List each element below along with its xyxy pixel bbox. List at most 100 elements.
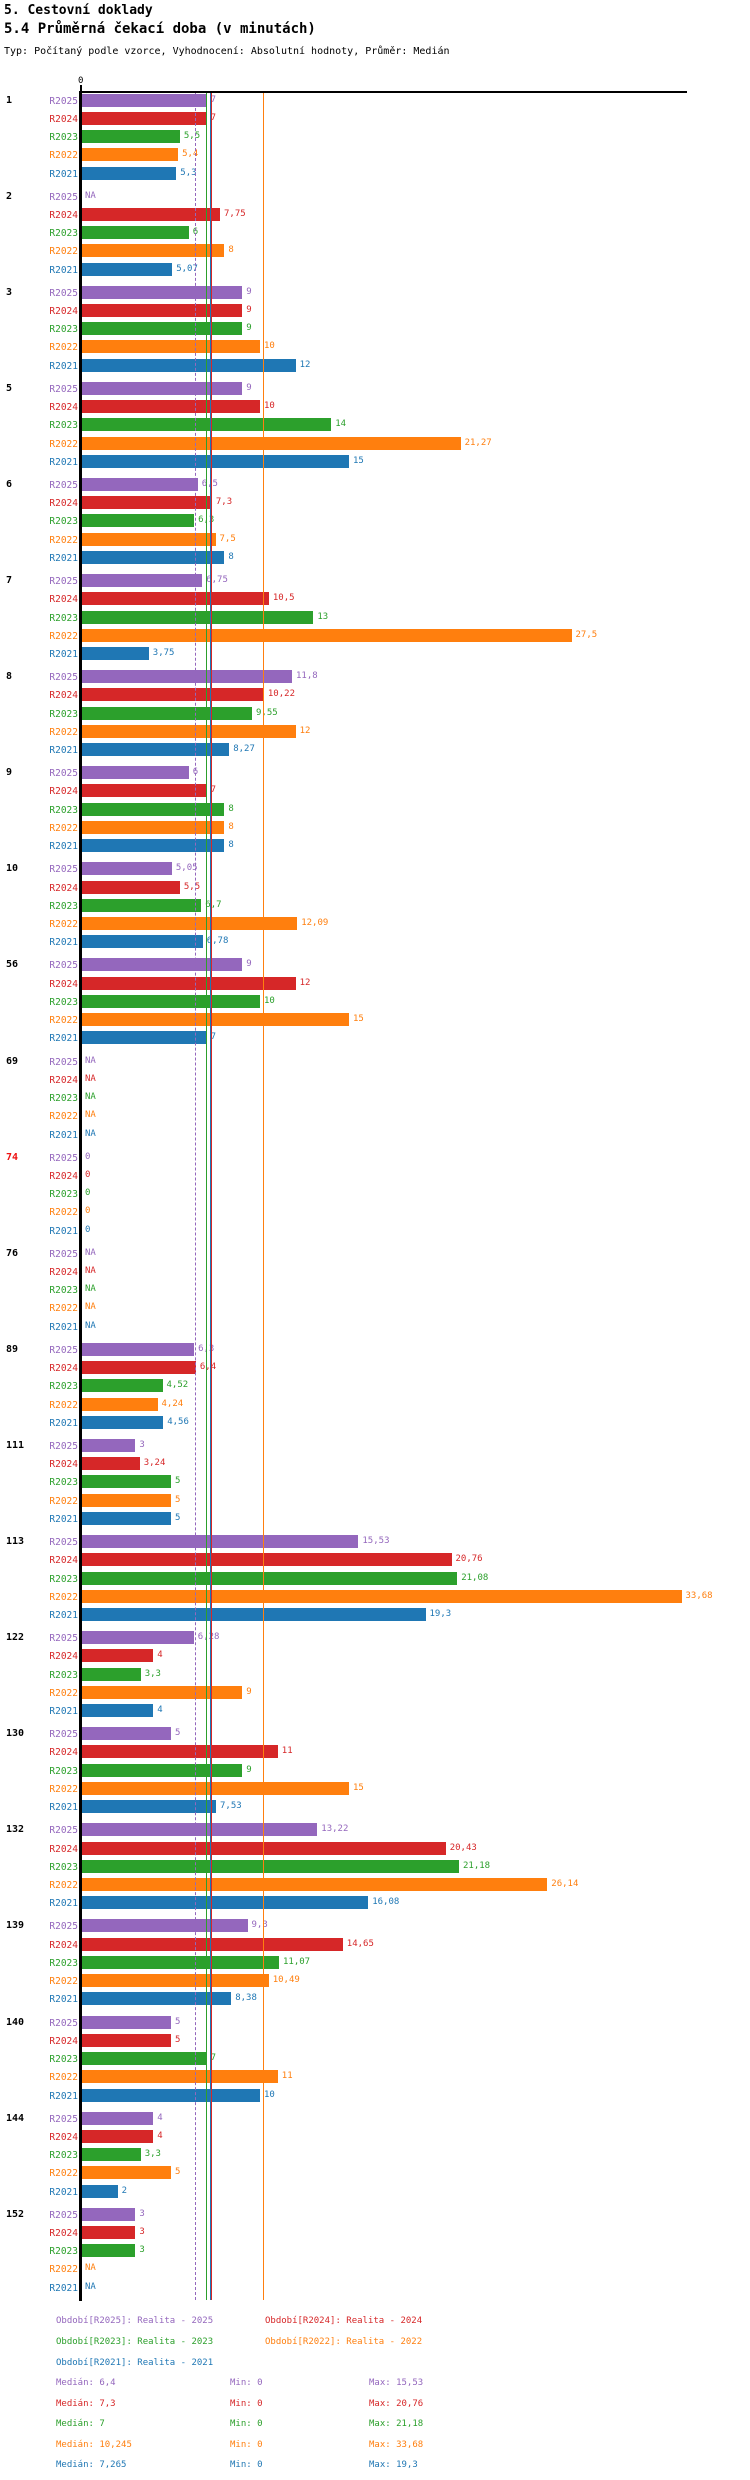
- bar-value-label: NA: [85, 1320, 96, 1331]
- bar: [82, 93, 207, 107]
- series-row-label: R2021: [49, 2186, 78, 2198]
- series-row-label: R2022: [49, 1976, 78, 1988]
- bar-value-label: 0: [85, 1151, 91, 1162]
- bar: [82, 706, 252, 720]
- bar-value-label: 7: [210, 94, 217, 105]
- median-line-R2021: [210, 93, 212, 2300]
- bar-value-label: 7: [210, 785, 217, 796]
- series-row-label: R2021: [49, 1802, 78, 1814]
- series-row-label: R2024: [49, 1170, 78, 1182]
- bar-value-label: 9: [246, 286, 252, 297]
- bar-value-label: NA: [85, 1247, 96, 1258]
- series-row-label: R2023: [49, 516, 78, 528]
- bar-value-label: 10: [264, 341, 275, 352]
- series-row-label: R2022: [49, 534, 78, 546]
- series-row-label: R2022: [49, 1111, 78, 1123]
- series-row-label: R2025: [49, 1248, 78, 1260]
- bar-value-label: 5: [175, 1512, 181, 1523]
- bar-value-label: 12: [299, 977, 311, 988]
- legend-item-R2025: Období[R2025]: Realita - 2025: [56, 2316, 214, 2326]
- series-row-label: R2023: [49, 1957, 78, 1969]
- median-line-R2024: [210, 93, 212, 2300]
- bar: [82, 784, 207, 798]
- bar-value-label: 5,05: [175, 863, 198, 874]
- bar: [82, 111, 207, 125]
- bar: [82, 1823, 318, 1837]
- bar-value-label: 16,08: [372, 1897, 400, 1908]
- series-row-label: R2023: [49, 900, 78, 912]
- bar-value-label: NA: [85, 1284, 96, 1295]
- series-row-label: R2022: [49, 726, 78, 738]
- bar: [82, 2111, 154, 2125]
- bar-value-label: 6,7: [205, 899, 222, 910]
- bar: [82, 1608, 426, 1621]
- bar-value-label: 2: [121, 2185, 128, 2196]
- bar: [82, 1974, 269, 1988]
- bar-value-label: NA: [85, 1073, 96, 1084]
- series-row-label: R2021: [49, 1513, 78, 1525]
- series-row-label: R2024: [49, 594, 78, 606]
- bar: [82, 2184, 118, 2198]
- bar: [82, 454, 349, 468]
- bar: [82, 226, 189, 240]
- series-row-label: R2024: [49, 498, 78, 510]
- bar-value-label: 5: [175, 2167, 181, 2178]
- bar-value-label: 6,28: [197, 1632, 220, 1643]
- series-row-label: R2023: [49, 1093, 78, 1104]
- bar-value-label: 4: [157, 2112, 163, 2123]
- group-label: 132: [6, 1824, 25, 1836]
- bar-value-label: 27,5: [575, 629, 598, 640]
- series-row-label: R2022: [49, 919, 78, 931]
- page-title: 5. Cestovní doklady: [4, 3, 153, 18]
- x-axis-zero-label: 0: [78, 76, 84, 86]
- bar-value-label: 5: [175, 1728, 181, 1739]
- series-row-label: R2024: [49, 402, 78, 414]
- chart-title: 5.4 Průměrná čekací doba (v minutách): [4, 21, 316, 37]
- bar-value-label: 5: [175, 2016, 181, 2027]
- bar: [82, 340, 260, 354]
- series-row-label: R2024: [49, 113, 78, 125]
- series-row-label: R2022: [49, 1207, 78, 1219]
- series-row-label: R2022: [49, 1303, 78, 1315]
- bar: [82, 880, 180, 894]
- bar: [82, 477, 198, 491]
- bar-value-label: 9: [246, 959, 252, 970]
- bar-value-label: NA: [85, 1302, 96, 1313]
- series-row-label: R2021: [49, 168, 78, 180]
- bar: [82, 400, 260, 414]
- bar-value-label: 3,3: [144, 2149, 161, 2160]
- bar-value-label: 12: [299, 359, 311, 370]
- series-row-label: R2021: [49, 1417, 78, 1429]
- series-row-label: R2023: [49, 1477, 78, 1489]
- series-row-label: R2025: [49, 1440, 78, 1452]
- bar: [82, 514, 195, 528]
- bar: [82, 381, 243, 395]
- bar: [82, 244, 225, 258]
- bar-value-label: 19,3: [429, 1609, 452, 1619]
- bar-value-label: 8,27: [233, 744, 255, 755]
- group-label: 8: [6, 671, 13, 683]
- series-row-label: R2021: [49, 264, 78, 276]
- bar: [82, 532, 216, 546]
- bar: [82, 1013, 349, 1027]
- bar-value-label: 0: [85, 1188, 91, 1199]
- group-label: 6: [6, 478, 13, 490]
- series-row-label: R2021: [49, 1321, 78, 1333]
- bar-value-label: 5,3: [180, 167, 197, 178]
- bar: [82, 1800, 216, 1814]
- bar-value-label: 8: [228, 840, 234, 851]
- bar-value-label: 7,5: [219, 533, 236, 544]
- series-row-label: R2025: [49, 768, 78, 780]
- median-line-R2022: [263, 93, 265, 2300]
- bar-value-label: 7: [210, 112, 217, 123]
- bar: [82, 1493, 171, 1507]
- bar: [82, 2052, 207, 2065]
- bar-value-label: 15,53: [362, 1536, 390, 1546]
- stat-max-R2023: Max: 21,18: [369, 2419, 424, 2429]
- stat-median-R2025: Medián: 6,4: [56, 2378, 116, 2388]
- series-row-label: R2022: [49, 1591, 78, 1603]
- bar-value-label: 5,5: [183, 881, 201, 892]
- bar: [82, 1031, 207, 1045]
- bar-value-label: 21,18: [463, 1860, 491, 1871]
